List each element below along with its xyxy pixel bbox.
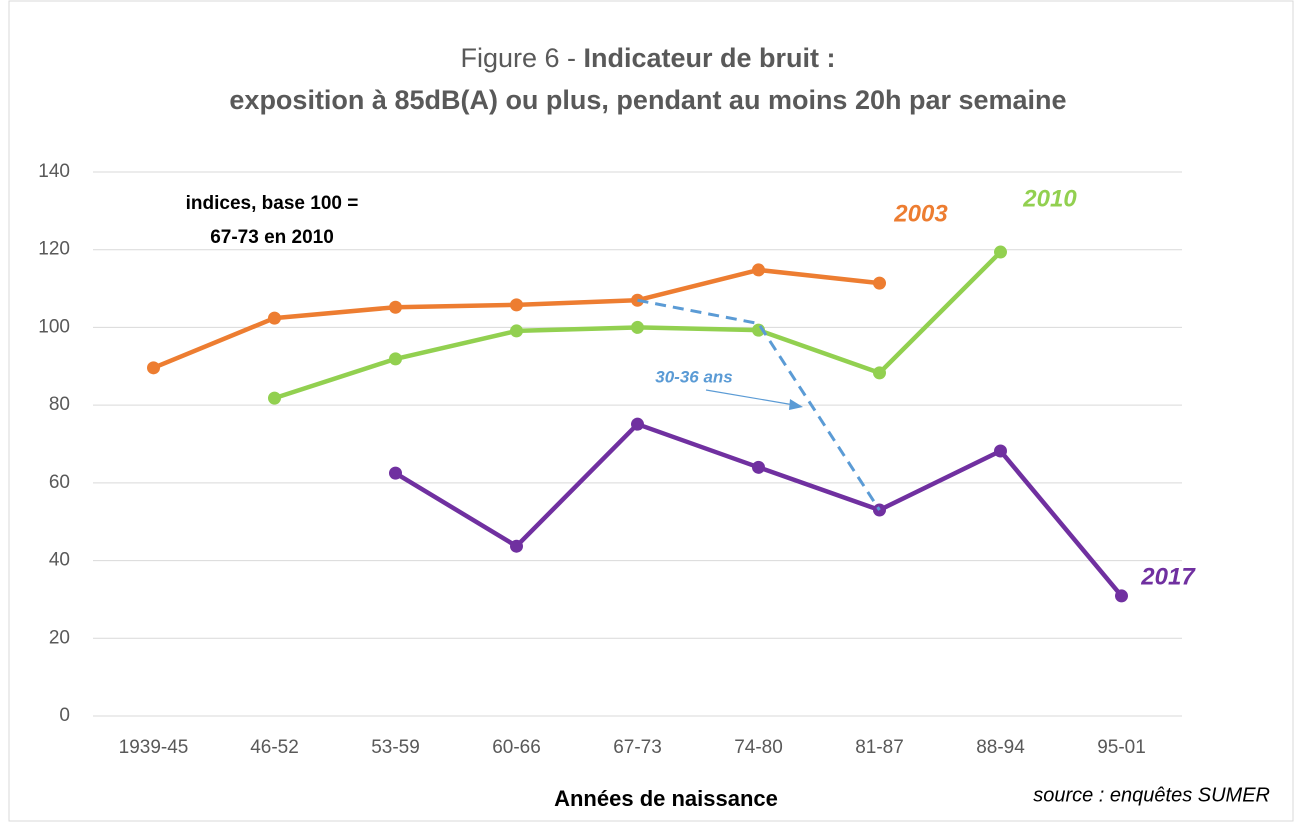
y-tick-label: 20: [49, 627, 70, 648]
series-label: 30-36 ans: [655, 367, 733, 386]
dashed-line: [637, 298, 881, 511]
y-tick-label: 0: [59, 705, 70, 726]
data-point: [268, 311, 281, 325]
x-tick-label: 81-87: [855, 737, 904, 758]
y-tick-label: 80: [49, 394, 70, 415]
data-point: [147, 361, 160, 375]
series-label: 2017: [1140, 563, 1196, 590]
series-label: 2010: [1022, 185, 1077, 212]
data-point: [1115, 589, 1128, 603]
data-point: [752, 263, 765, 277]
data-point: [994, 245, 1007, 259]
y-tick-label: 40: [49, 550, 70, 571]
x-tick-label: 60-66: [492, 737, 541, 758]
data-point: [389, 300, 402, 314]
title-main: Indicateur de bruit :: [584, 43, 836, 73]
annotation-arrow: [705, 389, 801, 407]
data-point: [752, 460, 765, 474]
data-point: [510, 324, 523, 338]
annotation: indices, base 100 =: [186, 193, 359, 214]
data-point: [873, 276, 886, 290]
data-point: [389, 352, 402, 366]
annotation-arrowhead: [789, 399, 803, 410]
data-point: [994, 444, 1007, 458]
data-point: [631, 417, 644, 431]
x-tick-label: 67-73: [613, 737, 662, 758]
annotation: 67-73 en 2010: [210, 227, 334, 248]
data-point: [268, 391, 281, 405]
x-tick-label: 88-94: [976, 737, 1025, 758]
chart-frame: [8, 0, 1294, 822]
data-point: [510, 539, 523, 553]
x-tick-label: 1939-45: [119, 737, 189, 758]
y-tick-label: 60: [49, 472, 70, 493]
chart-subtitle: exposition à 85dB(A) ou plus, pendant au…: [229, 85, 1066, 115]
chart-title: Figure 6 - Indicateur de bruit :: [460, 43, 835, 73]
title-prefix: Figure 6 -: [460, 43, 576, 73]
x-tick-label: 95-01: [1097, 737, 1146, 758]
data-point: [873, 366, 886, 380]
x-tick-label: 46-52: [250, 737, 299, 758]
x-tick-label: 74-80: [734, 737, 783, 758]
data-point: [631, 320, 644, 334]
data-point: [389, 466, 402, 480]
x-tick-label: 53-59: [371, 737, 420, 758]
series-label: 2003: [893, 200, 948, 227]
y-tick-label: 100: [38, 316, 70, 337]
data-point: [510, 298, 523, 312]
x-axis-label: Années de naissance: [554, 786, 778, 811]
source: source : enquêtes SUMER: [1033, 784, 1270, 806]
y-tick-label: 120: [38, 239, 70, 260]
y-tick-label: 140: [38, 161, 70, 182]
